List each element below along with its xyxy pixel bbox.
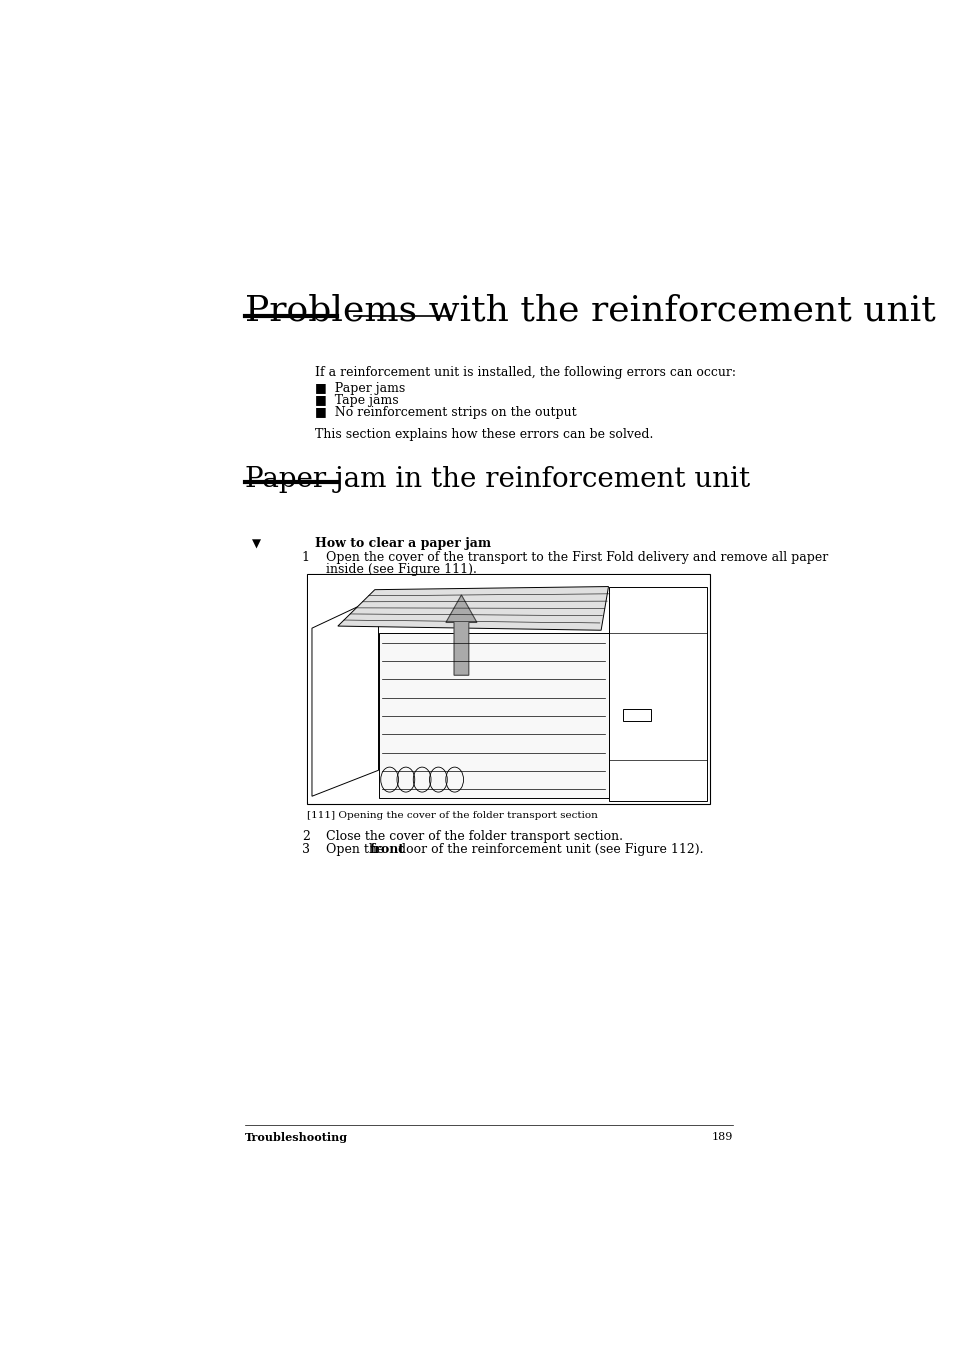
Text: 2: 2 [301,831,310,843]
Bar [307,576,708,802]
Text: ■  No reinforcement strips on the output: ■ No reinforcement strips on the output [314,407,577,419]
Polygon shape [312,597,378,796]
Text: 189: 189 [711,1132,732,1143]
Text: ■  Paper jams: ■ Paper jams [314,381,405,394]
Text: door of the reinforcement unit (see Figure 112).: door of the reinforcement unit (see Figu… [394,843,703,855]
Text: Problems with the reinforcement unit: Problems with the reinforcement unit [245,293,935,328]
Text: [111] Opening the cover of the folder transport section: [111] Opening the cover of the folder tr… [307,811,597,820]
Polygon shape [378,634,608,798]
Text: Close the cover of the folder transport section.: Close the cover of the folder transport … [326,831,622,843]
Text: 1: 1 [301,551,310,563]
Text: inside (see Figure 111).: inside (see Figure 111). [326,563,476,577]
Text: This section explains how these errors can be solved.: This section explains how these errors c… [314,428,653,440]
Text: How to clear a paper jam: How to clear a paper jam [314,538,491,550]
Text: Paper jam in the reinforcement unit: Paper jam in the reinforcement unit [245,466,749,493]
Polygon shape [608,586,706,801]
Text: If a reinforcement unit is installed, the following errors can occur:: If a reinforcement unit is installed, th… [314,366,736,380]
Text: Troubleshooting: Troubleshooting [245,1132,348,1143]
Polygon shape [445,594,476,676]
Text: ▼: ▼ [252,538,261,550]
Text: ■  Tape jams: ■ Tape jams [314,394,398,407]
Bar [307,574,709,804]
Polygon shape [337,586,608,631]
Bar [622,709,651,721]
Text: Open the cover of the transport to the First Fold delivery and remove all paper: Open the cover of the transport to the F… [326,551,827,563]
Text: 3: 3 [301,843,310,855]
Text: front: front [369,843,404,855]
Text: Open the: Open the [326,843,388,855]
